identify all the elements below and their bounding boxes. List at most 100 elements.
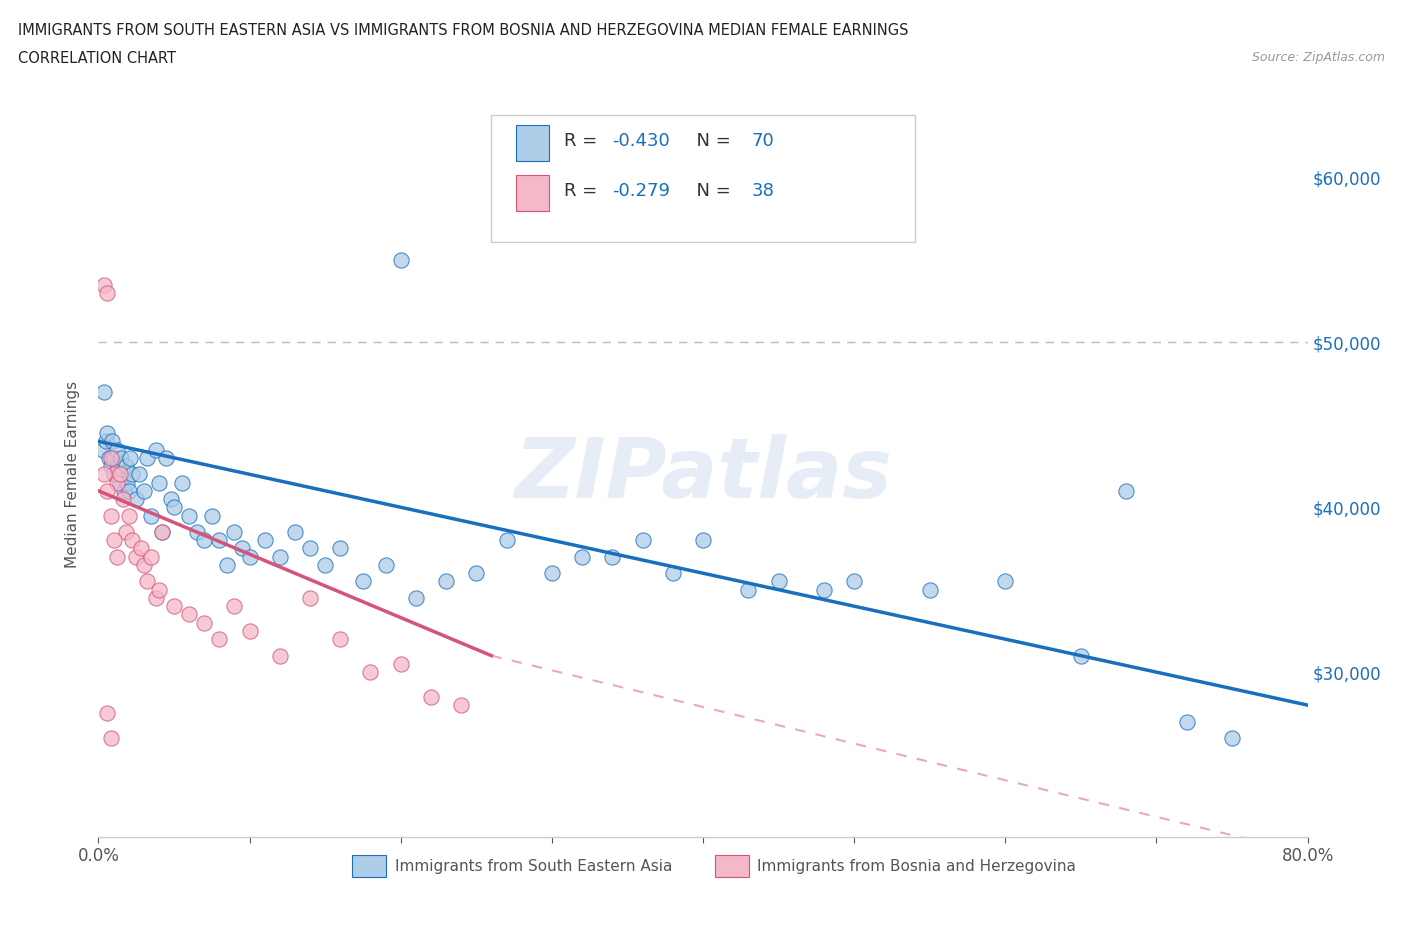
Point <box>1220 731 1243 746</box>
Point <box>239 550 262 565</box>
Point <box>107 458 129 473</box>
Point <box>93 277 115 292</box>
Point <box>103 533 125 548</box>
Point <box>253 533 276 548</box>
Point <box>93 467 115 482</box>
Point <box>105 550 128 565</box>
Point <box>93 384 115 399</box>
Bar <box>516 125 550 161</box>
Point <box>269 648 291 663</box>
Point <box>98 450 121 465</box>
Point <box>994 574 1017 589</box>
Point <box>128 467 150 482</box>
Point <box>104 467 127 482</box>
Point <box>352 574 374 589</box>
Point <box>115 475 138 490</box>
Y-axis label: Median Female Earnings: Median Female Earnings <box>65 380 80 568</box>
Bar <box>353 856 387 877</box>
Point <box>201 508 224 523</box>
Point <box>160 492 183 507</box>
Point <box>121 467 143 482</box>
Point <box>96 286 118 300</box>
Text: Immigrants from Bosnia and Herzegovina: Immigrants from Bosnia and Herzegovina <box>758 858 1076 873</box>
Point <box>118 508 141 523</box>
Text: ZIPatlas: ZIPatlas <box>515 433 891 515</box>
Point <box>141 508 163 523</box>
Point <box>110 450 132 465</box>
Point <box>150 525 173 539</box>
Text: R =: R = <box>564 182 603 200</box>
Point <box>269 550 291 565</box>
Point <box>768 574 790 589</box>
Point <box>148 475 170 490</box>
Point <box>163 499 186 514</box>
Point <box>918 582 941 597</box>
Text: 70: 70 <box>751 132 775 150</box>
Point <box>193 533 215 548</box>
Point <box>96 484 118 498</box>
Point <box>96 706 118 721</box>
Point <box>602 550 624 565</box>
Point <box>737 582 759 597</box>
Point <box>170 475 193 490</box>
Point <box>150 525 173 539</box>
Point <box>121 533 143 548</box>
Point <box>100 450 122 465</box>
Point <box>1070 648 1092 663</box>
Point <box>114 525 136 539</box>
Point <box>1115 484 1137 498</box>
Point <box>108 467 131 482</box>
Point <box>374 558 396 573</box>
Point <box>329 631 352 646</box>
Point <box>179 508 201 523</box>
Text: -0.430: -0.430 <box>613 132 671 150</box>
Point <box>132 558 155 573</box>
Point <box>135 450 157 465</box>
Point <box>450 698 472 712</box>
Point <box>1175 714 1198 729</box>
Point <box>224 525 246 539</box>
Point <box>631 533 654 548</box>
Point <box>103 450 125 465</box>
Text: N =: N = <box>685 182 737 200</box>
Point <box>571 550 593 565</box>
Point <box>314 558 336 573</box>
Point <box>125 492 148 507</box>
Point <box>495 533 517 548</box>
Point <box>148 582 170 597</box>
Point <box>132 484 155 498</box>
Point <box>108 475 131 490</box>
Point <box>94 434 117 449</box>
Point <box>239 623 262 638</box>
Point <box>208 631 231 646</box>
Point <box>118 484 141 498</box>
Point <box>96 426 118 441</box>
Point <box>389 657 412 671</box>
Text: R =: R = <box>564 132 603 150</box>
Point <box>208 533 231 548</box>
Point <box>120 450 142 465</box>
Point <box>434 574 457 589</box>
Text: -0.279: -0.279 <box>613 182 671 200</box>
Point <box>101 434 124 449</box>
Point <box>91 442 114 457</box>
Point <box>329 541 352 556</box>
Point <box>105 442 128 457</box>
Point <box>179 607 201 622</box>
Point <box>299 541 322 556</box>
Point <box>215 558 238 573</box>
Point <box>105 475 128 490</box>
Point <box>100 508 122 523</box>
Text: Immigrants from South Eastern Asia: Immigrants from South Eastern Asia <box>395 858 672 873</box>
Point <box>420 689 443 704</box>
Point <box>405 591 427 605</box>
Point <box>661 565 683 580</box>
Text: 38: 38 <box>751 182 775 200</box>
Point <box>299 591 322 605</box>
Text: N =: N = <box>685 132 737 150</box>
Point <box>129 541 152 556</box>
Bar <box>516 176 550 211</box>
Point <box>145 591 167 605</box>
Point <box>125 550 148 565</box>
Point <box>186 525 208 539</box>
